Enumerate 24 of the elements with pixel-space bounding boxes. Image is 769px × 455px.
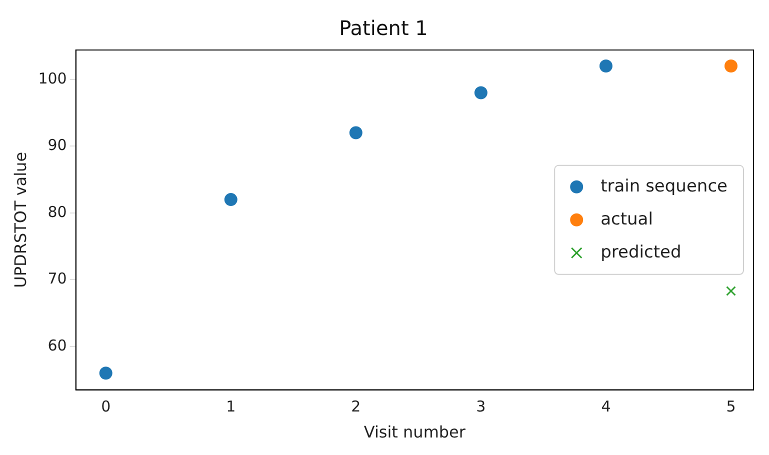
y-axis-title: UPDRSTOT value <box>10 152 30 288</box>
y-tick-label: 60 <box>48 336 67 354</box>
y-tick-label: 100 <box>38 69 67 88</box>
x-tick-label: 3 <box>476 398 486 416</box>
legend-label: actual <box>600 209 653 230</box>
legend-label: train sequence <box>600 176 728 196</box>
point <box>224 193 238 206</box>
x-tick-label: 0 <box>101 398 111 416</box>
point <box>724 60 738 73</box>
x-tick-label: 2 <box>351 398 361 416</box>
point <box>726 286 736 296</box>
chart-title: Patient 1 <box>339 16 428 40</box>
x-tick-label: 1 <box>226 398 236 416</box>
y-tick-label: 80 <box>48 202 67 221</box>
point <box>99 366 112 380</box>
point <box>349 126 362 140</box>
y-tick-label: 90 <box>48 136 67 154</box>
y-tick-label: 70 <box>48 270 67 288</box>
x-tick-label: 5 <box>726 398 736 416</box>
legend-label: predicted <box>600 242 682 262</box>
x-axis-title: Visit number <box>364 422 466 442</box>
point <box>599 60 612 73</box>
x-tick-label: 4 <box>601 398 611 416</box>
point <box>474 86 488 100</box>
